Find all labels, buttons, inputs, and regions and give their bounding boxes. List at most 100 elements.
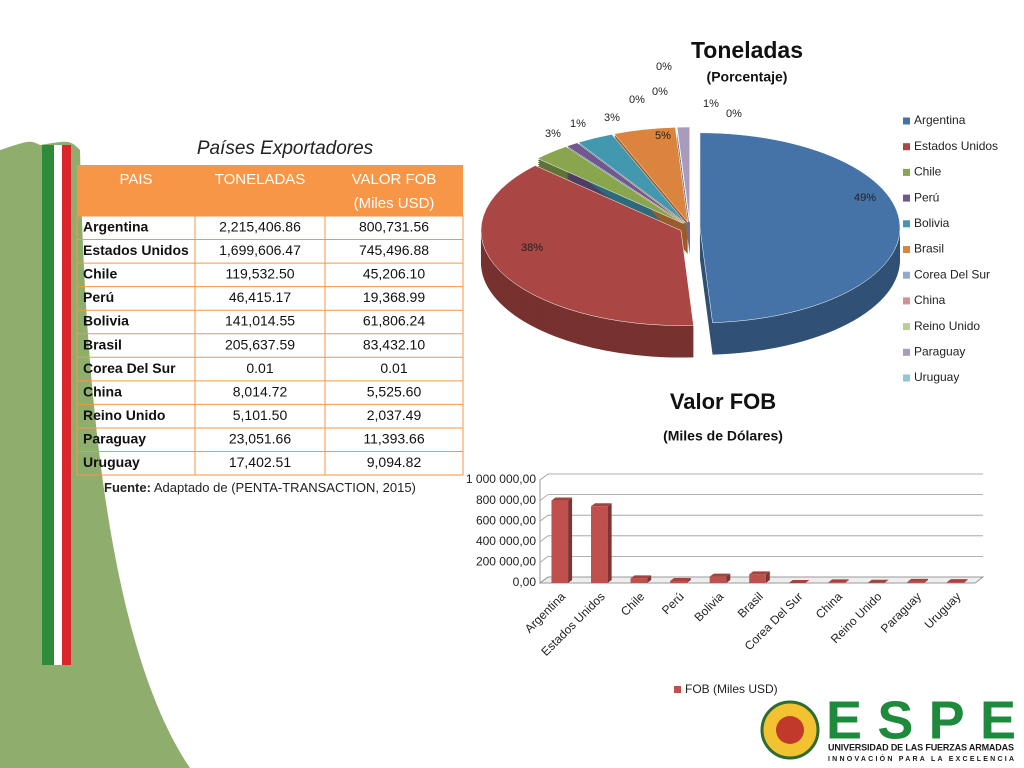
table-cell: 141,014.55 [225,313,295,329]
bar [630,578,648,583]
table-cell: 0.01 [246,360,273,376]
bar [591,506,608,583]
grid-line [539,473,983,481]
y-tick-label: 600 000,00 [476,513,536,527]
table-cell: 61,806.24 [363,313,425,329]
header-cell: (Miles USD) [354,195,435,212]
pie-label: 38% [521,242,543,254]
legend-swatch [903,374,910,382]
bar-top [828,579,849,583]
table-cell: 83,432.10 [363,336,425,352]
table-cell: Corea Del Sur [83,360,176,376]
bar-top [670,578,691,582]
bar [670,581,687,583]
legend-label: Argentina [914,113,966,127]
pie-label: 3% [545,128,561,140]
grid-line [539,556,983,563]
table-cell: China [83,383,122,399]
table-cell: Brasil [83,336,122,352]
pie-label: 3% [604,112,620,124]
emblem-core [776,716,804,744]
legend-swatch [674,686,681,693]
bar-top [709,573,731,577]
bar-title: Valor FOB [670,389,776,414]
bar [709,576,727,583]
table-cell: 11,393.66 [363,430,424,446]
table-cell: 46,415.17 [229,289,291,305]
legend-label: Perú [914,190,939,204]
source-text: Adaptado de (PENTA-TRANSACTION, 2015) [154,480,416,495]
bar [946,582,964,583]
pie-label: 49% [854,192,876,204]
bar [907,581,924,583]
table-cell: 5,101.50 [233,407,288,423]
bar-top [946,579,968,583]
legend-swatch [903,143,910,151]
legend-label: Brasil [914,242,944,256]
legend-swatch [903,348,910,356]
bar-side [686,578,691,583]
pie-subtitle: (Porcentaje) [707,69,788,85]
bar-top [551,497,573,501]
table-cell: 745,496.88 [359,242,429,258]
table-cell: Estados Unidos [83,242,189,258]
pie-label: 0% [726,108,742,120]
legend-swatch [903,194,910,202]
pie-label: 1% [570,118,586,130]
table-cell: 23,051.66 [229,430,291,446]
legend-label: Chile [914,165,942,179]
bar-side [963,579,968,583]
bar-subtitle: (Miles de Dólares) [663,428,783,444]
legend-label: Paraguay [914,344,965,358]
pie-slice [577,134,686,223]
table-cell: 0.01 [380,360,407,376]
logo-line2: INNOVACIÓN PARA LA EXCELENCIA [828,754,1014,763]
bar-side [923,578,928,583]
red-stripe [62,145,71,665]
pie-title: Toneladas [691,37,803,63]
legend-label: Corea Del Sur [914,267,990,281]
table-cell: 800,731.56 [359,219,429,235]
bar-top [749,571,770,575]
bar [551,500,569,583]
legend-swatch [903,117,910,125]
table-cell: 19,368.99 [363,289,425,305]
logo-line1: UNIVERSIDAD DE LAS FUERZAS ARMADAS [828,742,1014,752]
legend-label: Reino Unido [914,319,980,333]
bar-side [568,497,573,583]
grid-line [539,576,983,584]
bar-top [867,579,889,583]
pie-label: 0% [629,94,645,106]
table-cell: Paraguay [83,430,146,446]
table-cell: Argentina [83,219,149,235]
pie-label: 0% [656,61,672,73]
table-title: Países Exportadores [197,138,374,159]
y-tick-label: 1 000 000,00 [466,472,536,486]
table-cell: 5,525.60 [367,383,422,399]
legend-label: FOB (Miles USD) [685,682,778,696]
bar-side [765,571,770,583]
table-cell: 205,637.59 [225,336,295,352]
bar-top [788,580,810,583]
table-cell: 8,014.72 [233,383,288,399]
table-frame [76,215,464,476]
header-cell: VALOR FOB [352,171,437,188]
legend-swatch [903,246,910,253]
pie-label: 1% [703,98,719,110]
bar-top [907,578,928,582]
white-stripe [54,145,62,665]
pie-label: 5% [655,130,671,142]
bar-side [607,503,612,583]
pie-label: 0% [652,86,668,98]
bar-side [726,573,731,583]
table-cell: Uruguay [83,454,140,470]
pie-slice [566,142,685,224]
pie-slice [676,126,690,223]
pie-slice [480,165,694,326]
bar-side [884,579,889,583]
grid-line [539,514,983,522]
y-tick-label: 0,00 [513,575,537,589]
legend-swatch [903,297,910,305]
